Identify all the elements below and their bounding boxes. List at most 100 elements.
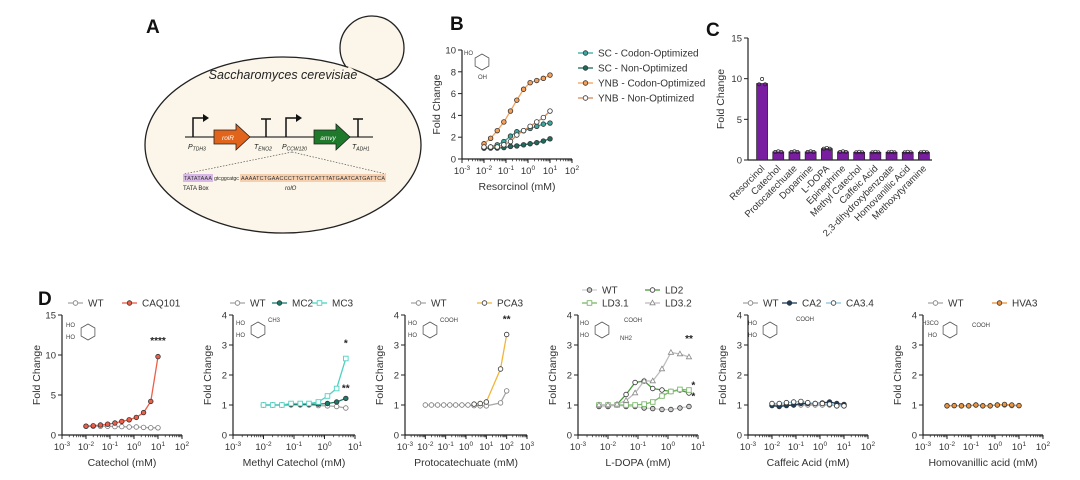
data-point <box>343 355 349 362</box>
organism-name: Saccharomyces cerevisiae <box>209 68 358 82</box>
structure-label: HO <box>236 333 245 339</box>
legend-marker <box>481 300 488 306</box>
y-tick-label: 0 <box>51 431 56 442</box>
y-axis-title: Fold Change <box>431 74 443 134</box>
y-tick-label: 1 <box>394 401 399 412</box>
y-tick-label: 1 <box>737 401 742 412</box>
data-point <box>140 409 147 416</box>
data-point <box>97 422 104 428</box>
data-point <box>514 132 520 138</box>
y-tick-label: 0 <box>737 431 742 442</box>
legend-label: CAQ101 <box>142 299 181 310</box>
y-tick-label: 0 <box>912 431 917 442</box>
legend-item: WT <box>411 299 447 310</box>
data-point <box>133 424 140 430</box>
structure-label: NH2 <box>620 336 633 342</box>
structure-label: HO <box>748 321 757 327</box>
promoter-arrow-icon <box>192 117 205 137</box>
data-point <box>668 388 674 395</box>
x-tick-label: 101 <box>348 441 363 453</box>
bar-dopamine <box>804 151 817 161</box>
y-tick-label: 0 <box>567 431 572 442</box>
gene1-label: rolR <box>222 135 234 142</box>
chemical-structure: HO HO CH3 <box>236 318 281 339</box>
x-tick-label: 101 <box>543 165 558 177</box>
terminator-icon <box>353 118 363 137</box>
legend-label: WT <box>763 299 779 310</box>
legend-item: WT <box>582 286 618 297</box>
data-point <box>333 403 340 410</box>
x-tick-label: 103 <box>520 441 535 453</box>
promoter2-label: PCCW120 <box>282 144 307 153</box>
data-point <box>527 123 533 129</box>
y-axis-title: Fold Change <box>31 345 43 405</box>
replicate-point <box>844 149 848 154</box>
data-point <box>483 399 490 405</box>
data-point <box>514 97 520 103</box>
benzene-ring <box>250 321 266 339</box>
data-point <box>547 72 553 78</box>
legend-marker <box>126 300 133 306</box>
data-point <box>805 399 811 406</box>
data-point <box>90 423 96 429</box>
y-axis-title: Fold Change <box>892 345 904 405</box>
significance-annotation: ** <box>342 384 350 395</box>
legend-item: WT <box>928 299 964 310</box>
legend-label: YNB - Codon-Optimized <box>598 79 705 90</box>
x-tick-label: 10-2 <box>417 441 434 453</box>
y-tick-label: 3 <box>737 341 742 352</box>
data-point <box>507 143 514 150</box>
benzene-ring <box>942 321 958 339</box>
data-point <box>119 418 125 425</box>
legend-item: MC2 <box>272 299 314 310</box>
legend-label: WT <box>250 299 266 310</box>
y-axis-title: Fold Change <box>374 345 386 405</box>
legend-marker <box>586 287 593 293</box>
y-axis-title: Fold Change <box>717 345 729 405</box>
structure-label: HO <box>66 323 75 329</box>
data-point <box>507 133 514 139</box>
data-point <box>119 423 125 430</box>
data-point <box>104 421 111 427</box>
yeast-cell-body <box>144 56 422 234</box>
data-point <box>497 366 504 372</box>
data-point <box>540 121 547 127</box>
data-point <box>686 387 692 393</box>
data-point <box>622 396 630 403</box>
structure-label: HO <box>408 333 417 339</box>
legend-label: WT <box>88 299 104 310</box>
data-point <box>126 424 132 430</box>
data-point <box>677 405 683 411</box>
benzene-ring <box>474 53 490 71</box>
x-tick-label: 10-2 <box>476 165 493 177</box>
y-tick-label: 5 <box>51 391 56 402</box>
x-tick-label: 101 <box>151 441 166 453</box>
legend-item: YNB - Codon-Optimized <box>578 79 705 90</box>
data-point <box>540 75 547 82</box>
structure-label: H3CO <box>922 321 939 327</box>
data-point <box>324 393 331 399</box>
benzene-ring <box>594 321 610 339</box>
legend-marker <box>582 50 589 56</box>
legend-marker <box>582 95 589 101</box>
data-point <box>459 402 465 408</box>
y-tick-label: 3 <box>394 341 399 352</box>
series-pca3 <box>471 331 510 407</box>
data-point <box>623 402 629 408</box>
legend-marker <box>582 80 589 86</box>
data-point <box>973 402 979 408</box>
y-tick-label: 4 <box>737 311 742 322</box>
legend-marker <box>830 300 837 306</box>
data-point <box>958 403 965 409</box>
legend-marker <box>649 299 656 306</box>
tata-box-label: TATA Box <box>183 186 209 192</box>
legend-marker <box>415 300 422 306</box>
x-tick-label: 10-3 <box>740 441 757 453</box>
data-point <box>324 400 331 407</box>
data-point <box>507 138 514 145</box>
y-tick-label: 1 <box>222 401 227 412</box>
data-point <box>494 144 500 150</box>
data-point <box>944 403 950 409</box>
gene-amvy-arrow <box>313 123 351 151</box>
